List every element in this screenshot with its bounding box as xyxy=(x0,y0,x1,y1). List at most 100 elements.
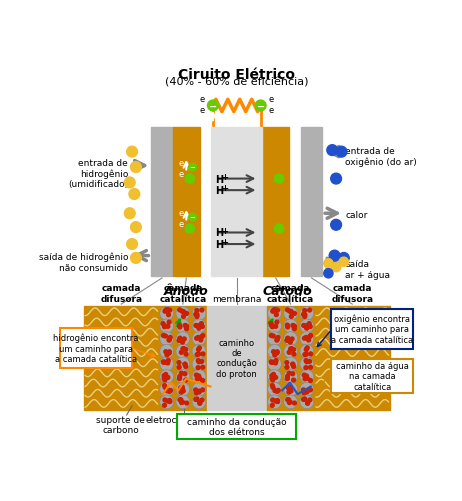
Circle shape xyxy=(160,332,174,346)
Circle shape xyxy=(275,390,279,393)
Circle shape xyxy=(288,341,292,344)
Circle shape xyxy=(304,324,308,328)
Circle shape xyxy=(178,325,182,329)
Text: camada
difusora: camada difusora xyxy=(331,284,373,303)
Circle shape xyxy=(303,313,307,317)
Circle shape xyxy=(292,365,296,369)
Circle shape xyxy=(271,398,274,402)
Circle shape xyxy=(303,309,307,313)
Circle shape xyxy=(176,383,190,396)
Circle shape xyxy=(165,389,169,393)
Circle shape xyxy=(166,376,170,380)
Text: −: − xyxy=(256,101,265,111)
Circle shape xyxy=(329,250,340,262)
Circle shape xyxy=(183,363,187,366)
Circle shape xyxy=(308,335,311,339)
Circle shape xyxy=(127,239,138,250)
Circle shape xyxy=(167,313,170,317)
Circle shape xyxy=(163,384,166,388)
Circle shape xyxy=(195,377,199,381)
Text: entrada de
oxigênio (do ar): entrada de oxigênio (do ar) xyxy=(346,147,417,167)
Text: +: + xyxy=(221,238,228,246)
Text: H: H xyxy=(215,239,223,249)
Circle shape xyxy=(195,353,199,357)
Circle shape xyxy=(286,375,289,379)
Circle shape xyxy=(176,345,190,359)
Circle shape xyxy=(269,360,273,364)
Circle shape xyxy=(192,370,206,384)
Circle shape xyxy=(289,347,292,351)
Circle shape xyxy=(197,360,201,364)
Circle shape xyxy=(287,338,291,342)
Circle shape xyxy=(270,374,274,378)
Circle shape xyxy=(291,363,295,366)
Circle shape xyxy=(275,339,279,342)
Circle shape xyxy=(184,353,188,356)
Circle shape xyxy=(288,400,292,404)
Text: caminho da água
na camada
catalítica: caminho da água na camada catalítica xyxy=(336,361,409,391)
Circle shape xyxy=(304,352,308,356)
Circle shape xyxy=(275,351,279,354)
Text: H: H xyxy=(215,228,223,238)
Circle shape xyxy=(182,315,185,319)
Circle shape xyxy=(200,360,204,364)
Circle shape xyxy=(267,357,281,371)
Circle shape xyxy=(286,324,289,327)
Circle shape xyxy=(176,395,190,409)
Circle shape xyxy=(305,346,309,350)
Circle shape xyxy=(304,336,308,340)
Circle shape xyxy=(284,307,298,321)
Text: H: H xyxy=(215,186,223,196)
Circle shape xyxy=(274,361,278,365)
Circle shape xyxy=(287,372,291,375)
Circle shape xyxy=(267,320,281,333)
Circle shape xyxy=(129,189,140,200)
Circle shape xyxy=(332,263,341,272)
Circle shape xyxy=(275,351,279,355)
Circle shape xyxy=(169,389,172,392)
Bar xyxy=(207,306,267,410)
Text: +: + xyxy=(221,184,228,193)
Circle shape xyxy=(285,366,289,369)
Circle shape xyxy=(284,332,298,346)
Circle shape xyxy=(178,398,182,402)
Circle shape xyxy=(304,359,308,363)
Circle shape xyxy=(197,327,201,331)
Circle shape xyxy=(308,325,312,329)
Circle shape xyxy=(303,397,307,401)
Circle shape xyxy=(164,373,168,377)
Text: e
e: e e xyxy=(200,95,205,114)
Circle shape xyxy=(289,315,293,319)
Text: +: + xyxy=(221,172,228,181)
Circle shape xyxy=(336,147,347,158)
Circle shape xyxy=(267,307,281,321)
Circle shape xyxy=(167,351,171,354)
Circle shape xyxy=(303,353,307,357)
Circle shape xyxy=(284,345,298,359)
Circle shape xyxy=(289,310,293,314)
Circle shape xyxy=(195,309,199,313)
Circle shape xyxy=(267,332,281,346)
Circle shape xyxy=(183,372,187,376)
Circle shape xyxy=(287,351,291,355)
Circle shape xyxy=(196,366,200,370)
Circle shape xyxy=(308,398,312,402)
Circle shape xyxy=(339,253,349,264)
Text: (40% - 60% de eficiência): (40% - 60% de eficiência) xyxy=(165,78,309,88)
Text: eletrocatalisador: eletrocatalisador xyxy=(146,415,222,424)
Circle shape xyxy=(305,360,309,364)
Text: −: − xyxy=(209,101,217,111)
Circle shape xyxy=(160,307,174,321)
Circle shape xyxy=(168,309,172,313)
Circle shape xyxy=(286,398,290,402)
Circle shape xyxy=(274,308,278,312)
Circle shape xyxy=(176,357,190,371)
Circle shape xyxy=(162,377,166,381)
Circle shape xyxy=(292,325,297,329)
Circle shape xyxy=(307,338,310,342)
Circle shape xyxy=(163,310,167,314)
Circle shape xyxy=(275,338,279,342)
Circle shape xyxy=(307,322,311,326)
Circle shape xyxy=(161,322,165,326)
Bar xyxy=(315,306,390,410)
